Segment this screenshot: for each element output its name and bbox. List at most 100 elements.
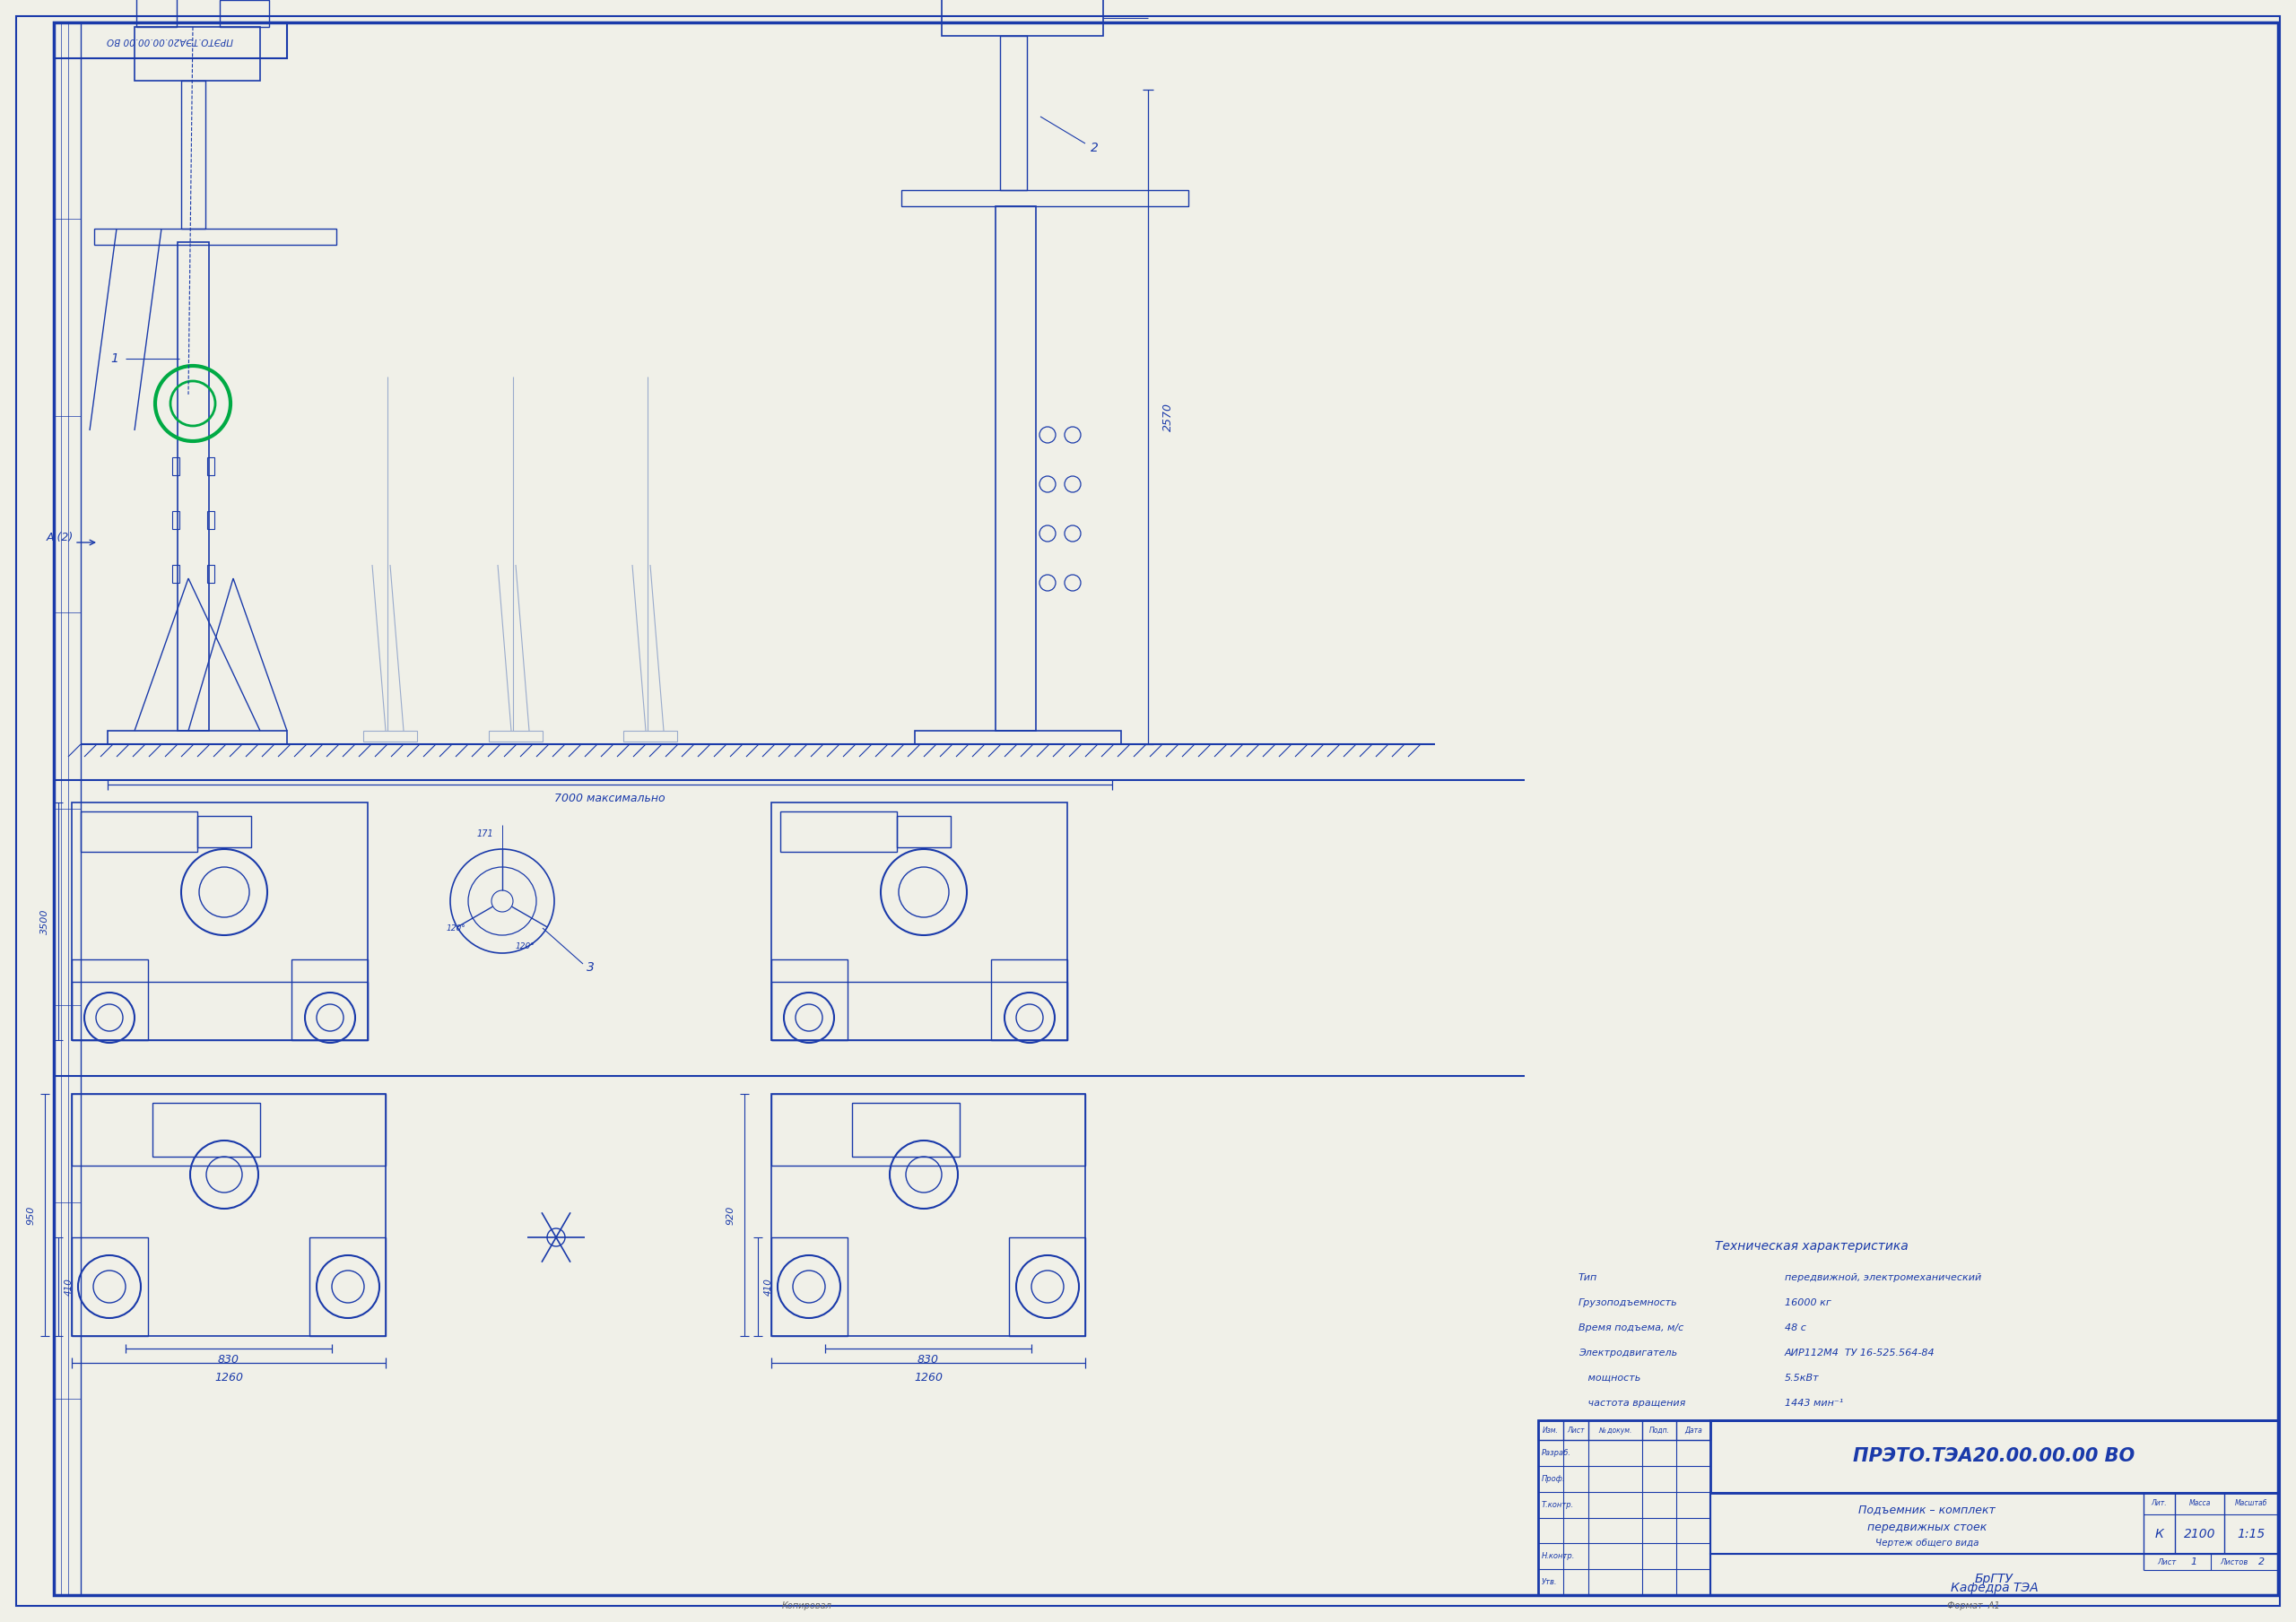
Text: мощность: мощность (1580, 1374, 1642, 1382)
Text: 1260: 1260 (914, 1371, 944, 1384)
Bar (771, 1093, 1086, 1166)
Text: Листов: Листов (2220, 1559, 2248, 1567)
Text: 2100: 2100 (2183, 1528, 2216, 1541)
Text: 2570: 2570 (1162, 402, 1173, 431)
Bar (71, 981, 367, 1040)
Text: Изм.: Изм. (1543, 1426, 1559, 1434)
Bar (197, 816, 250, 847)
Text: Время подъема, м/с: Время подъема, м/с (1580, 1324, 1683, 1332)
Bar (207, 457, 214, 475)
Text: 950: 950 (28, 1205, 37, 1225)
Bar (207, 564, 214, 582)
Bar (1711, 1492, 2278, 1554)
Text: Техническая характеристика: Техническая характеристика (1715, 1241, 1908, 1252)
Bar (177, 242, 209, 732)
Text: 3500: 3500 (41, 908, 48, 934)
Bar (489, 732, 542, 741)
Text: Лист: Лист (1568, 1426, 1584, 1434)
Bar (135, 0, 177, 28)
Text: Подп.: Подп. (1649, 1426, 1669, 1434)
Text: ПРЭТО.ТЭА20.00.00.00 ВО: ПРЭТО.ТЭА20.00.00.00 ВО (108, 36, 234, 45)
Text: частота вращения: частота вращения (1580, 1398, 1685, 1408)
Text: 830: 830 (218, 1353, 239, 1366)
Text: 1260: 1260 (214, 1371, 243, 1384)
Bar (53, 23, 287, 58)
Text: Лист: Лист (2158, 1559, 2177, 1567)
Text: Лит.: Лит. (2151, 1499, 2167, 1507)
Text: 1: 1 (2190, 1557, 2197, 1567)
Text: 3: 3 (585, 962, 595, 973)
Text: Чертеж общего вида: Чертеж общего вида (1876, 1538, 1979, 1547)
Bar (172, 457, 179, 475)
Bar (771, 803, 1068, 1040)
Bar (941, 0, 1102, 36)
Text: Н.контр.: Н.контр. (1541, 1552, 1575, 1560)
Bar (71, 1093, 386, 1166)
Text: 5.5кВт: 5.5кВт (1784, 1374, 1818, 1382)
Text: 920: 920 (726, 1205, 735, 1225)
Text: Подъемник – комплект: Подъемник – комплект (1857, 1504, 1995, 1517)
Bar (181, 81, 204, 229)
Text: Проф.: Проф. (1541, 1474, 1566, 1483)
Text: 1: 1 (110, 352, 119, 365)
Bar (992, 959, 1068, 1040)
Bar (71, 803, 367, 1040)
Text: передвижных стоек: передвижных стоек (1867, 1521, 1986, 1533)
Text: 48 с: 48 с (1784, 1324, 1807, 1332)
Text: 7000 максимально: 7000 максимально (553, 793, 666, 805)
Text: 410: 410 (765, 1278, 774, 1296)
Text: Грузоподъемность: Грузоподъемность (1580, 1298, 1678, 1307)
Bar (996, 206, 1035, 732)
Bar (152, 1103, 259, 1156)
Bar (172, 511, 179, 529)
Bar (363, 732, 418, 741)
Bar (108, 732, 287, 744)
Text: 410: 410 (64, 1278, 73, 1296)
Text: Электродвигатель: Электродвигатель (1580, 1348, 1678, 1358)
Text: БрГТУ: БрГТУ (1975, 1573, 2014, 1585)
Text: 120°: 120° (514, 942, 535, 950)
Bar (71, 959, 147, 1040)
Bar (771, 1093, 1086, 1337)
Text: 2: 2 (1091, 141, 1097, 154)
Bar (220, 0, 269, 28)
Text: Тип: Тип (1580, 1273, 1598, 1281)
Text: 1:15: 1:15 (2236, 1528, 2266, 1541)
Bar (1001, 36, 1026, 190)
Text: 1443 мин⁻¹: 1443 мин⁻¹ (1784, 1398, 1844, 1408)
Bar (898, 816, 951, 847)
Text: Утв.: Утв. (1541, 1578, 1557, 1586)
Bar (1538, 1421, 1711, 1440)
Text: К: К (2156, 1528, 2163, 1541)
Text: Дата: Дата (1685, 1426, 1701, 1434)
Text: ПРЭТО.ТЭА20.00.00.00 ВО: ПРЭТО.ТЭА20.00.00.00 ВО (1853, 1447, 2135, 1466)
Text: № докум.: № докум. (1598, 1426, 1632, 1434)
Text: Т.контр.: Т.контр. (1541, 1500, 1575, 1508)
Text: Копировал: Копировал (783, 1601, 831, 1611)
Bar (1711, 1554, 2278, 1594)
Text: Разраб.: Разраб. (1541, 1448, 1570, 1457)
Bar (781, 811, 898, 852)
Bar (622, 732, 677, 741)
Bar (771, 981, 1068, 1040)
Bar (1008, 1238, 1086, 1337)
Bar (80, 811, 197, 852)
Bar (902, 190, 1189, 206)
Bar (53, 23, 80, 1594)
Bar (852, 1103, 960, 1156)
Bar (292, 959, 367, 1040)
Bar (135, 28, 259, 81)
Bar (771, 1238, 847, 1337)
Text: 120°: 120° (445, 925, 466, 933)
Bar (914, 732, 1120, 744)
Bar (94, 229, 335, 245)
Bar (207, 511, 214, 529)
Bar (771, 959, 847, 1040)
Text: Кафедра ТЭА: Кафедра ТЭА (1949, 1581, 2039, 1594)
Text: Формат  А1: Формат А1 (1947, 1601, 2000, 1611)
Text: Масштаб: Масштаб (2234, 1499, 2268, 1507)
Bar (172, 564, 179, 582)
Text: А (2): А (2) (46, 532, 73, 543)
Text: 16000 кг: 16000 кг (1784, 1298, 1832, 1307)
Bar (71, 1093, 386, 1337)
